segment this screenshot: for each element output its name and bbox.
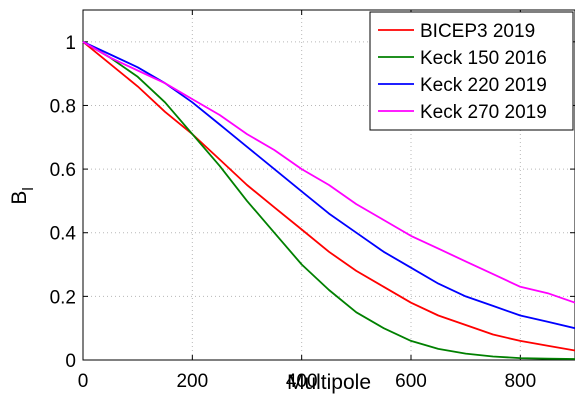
series-line bbox=[82, 41, 575, 360]
y-axis-label: Bl bbox=[8, 187, 37, 204]
legend-label: Keck 220 2019 bbox=[420, 75, 547, 96]
series-line bbox=[82, 41, 575, 304]
y-tick-label: 0.6 bbox=[50, 160, 76, 181]
y-axis-label-main: B bbox=[8, 191, 31, 205]
x-tick-label: 400 bbox=[286, 371, 318, 392]
axis-ticks: 0 200 400 600 800 0 0.2 0.4 0.6 0.8 1 bbox=[50, 10, 575, 392]
legend-label: Keck 270 2019 bbox=[420, 102, 547, 123]
x-tick-label: 200 bbox=[176, 371, 208, 392]
x-tick-label: 800 bbox=[504, 371, 536, 392]
y-tick-label: 1 bbox=[65, 33, 76, 54]
y-tick-label: 0.8 bbox=[50, 96, 76, 117]
legend-label: BICEP3 2019 bbox=[420, 21, 535, 42]
y-tick-label: 0.2 bbox=[50, 287, 76, 308]
series-lines bbox=[82, 40, 575, 360]
x-tick-label: 600 bbox=[395, 371, 427, 392]
x-axis-label: Multipole bbox=[287, 371, 371, 394]
y-axis-label-subscript: l bbox=[20, 187, 37, 190]
series-line bbox=[82, 41, 575, 352]
legend: BICEP3 2019 Keck 150 2016 Keck 220 2019 Kec… bbox=[369, 11, 574, 131]
x-tick-label: 0 bbox=[78, 371, 89, 392]
y-tick-label: 0 bbox=[65, 351, 76, 372]
y-tick-label: 0.4 bbox=[50, 224, 77, 245]
plot-area-frame bbox=[82, 9, 575, 361]
legend-label: Keck 150 2016 bbox=[420, 48, 547, 69]
